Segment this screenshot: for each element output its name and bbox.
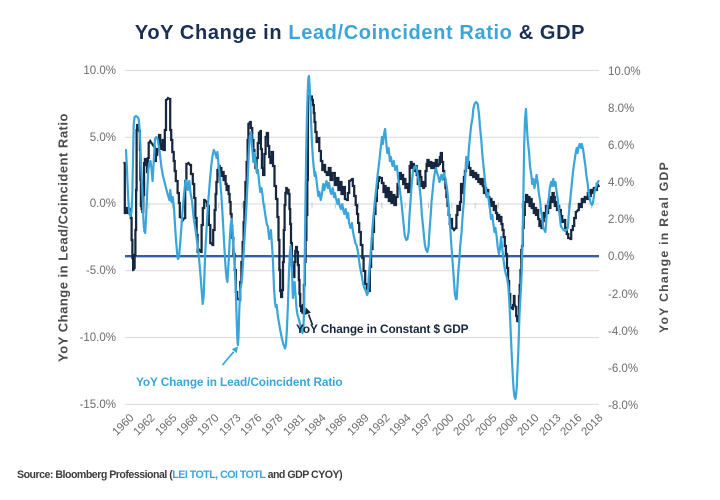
svg-text:YoY Change in Lead/Coincident: YoY Change in Lead/Coincident Ratio [56,113,71,362]
svg-text:YoY Change in Real GDP: YoY Change in Real GDP [657,161,671,333]
